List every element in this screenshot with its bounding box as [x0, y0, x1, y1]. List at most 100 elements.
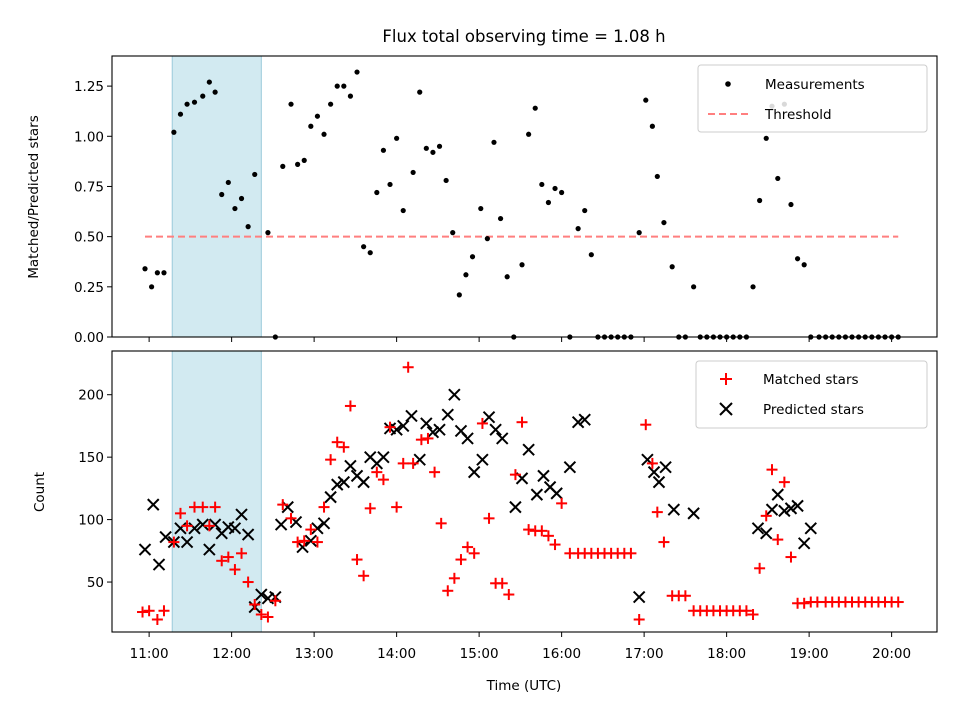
top-panel: Flux total observing time = 1.08 h 0.000… — [26, 27, 938, 346]
bottom-x-tick-label: 14:00 — [377, 646, 416, 662]
top-highlight-span — [171, 55, 262, 338]
measurement-point — [582, 207, 588, 214]
predicted-star-point — [337, 475, 351, 489]
predicted-star-point — [397, 419, 410, 433]
legend-measurements-label: Measurements — [765, 77, 865, 93]
top-y-ticks: 0.00 0.25 0.50 0.75 1.00 1.25 — [74, 79, 112, 346]
matched-star-point — [760, 510, 772, 522]
bottom-x-axis-label: Time (UTC) — [486, 678, 562, 694]
matched-star-point — [549, 539, 561, 551]
matched-star-point — [229, 564, 241, 576]
matched-star-point — [625, 547, 637, 559]
predicted-star-point — [188, 522, 201, 535]
measurement-point — [456, 292, 462, 298]
predicted-star-point — [489, 423, 502, 436]
bottom-x-tick-label: 13:00 — [295, 646, 334, 662]
measurement-point — [380, 147, 387, 153]
measurement-point — [575, 226, 581, 232]
matched-star-point — [325, 454, 337, 466]
matched-star-point — [542, 530, 554, 542]
measurement-point — [288, 101, 294, 107]
matched-star-point — [197, 501, 209, 513]
predicted-star-point — [550, 487, 563, 500]
matched-star-point — [305, 524, 317, 536]
measurement-point — [484, 236, 490, 242]
matched-star-point — [277, 499, 289, 511]
predicted-star-point — [760, 527, 773, 540]
matched-star-point — [151, 614, 163, 626]
measurement-point — [334, 83, 340, 89]
predicted-star-point — [274, 518, 288, 531]
predicted-star-point — [405, 409, 418, 423]
measurement-point — [314, 113, 321, 119]
measurement-point — [588, 252, 594, 258]
predicted-star-point — [441, 408, 454, 421]
predicted-star-point — [147, 498, 160, 511]
bottom-x-tick-label: 19:00 — [790, 646, 829, 662]
matched-star-point — [407, 457, 419, 469]
matched-star-point — [358, 570, 370, 582]
measurement-point — [367, 250, 373, 256]
matched-star-point — [318, 501, 330, 513]
matched-star-point — [658, 536, 670, 548]
predicted-star-point — [203, 543, 216, 556]
measurement-point — [206, 79, 212, 85]
matched-star-point — [143, 605, 155, 617]
measurement-point — [394, 135, 400, 141]
predicted-star-point — [659, 460, 672, 474]
legend-predicted-label: Predicted stars — [763, 402, 864, 418]
measurement-point — [295, 161, 301, 167]
predicted-star-point — [390, 423, 403, 436]
matched-star-point — [754, 562, 766, 574]
predicted-star-point — [687, 507, 700, 520]
measurement-point — [801, 262, 807, 268]
matched-star-point — [640, 419, 652, 431]
legend-measurements-marker — [725, 81, 731, 87]
measurement-point — [245, 224, 251, 230]
measurement-point — [430, 149, 436, 155]
top-y-tick-label: 0.75 — [74, 179, 104, 195]
bottom-y-ticks: 50 100 150 200 — [78, 388, 112, 591]
measurement-point — [321, 131, 327, 137]
measurement-point — [252, 171, 258, 178]
bottom-y-axis-label: Count — [32, 472, 48, 512]
matched-star-point — [422, 432, 434, 444]
matched-star-point — [448, 572, 460, 584]
measurement-point — [763, 135, 769, 141]
predicted-star-point — [765, 503, 779, 516]
measurement-point — [436, 143, 443, 149]
matched-star-point — [785, 551, 797, 563]
matched-star-point — [509, 469, 521, 481]
matched-star-point — [435, 517, 447, 529]
matched-star-point — [523, 524, 535, 536]
top-legend: Measurements Threshold — [697, 64, 928, 133]
bottom-x-tick-label: 17:00 — [625, 646, 664, 662]
matched-star-point — [209, 501, 221, 513]
matched-star-point — [747, 609, 759, 621]
top-y-axis-label: Matched/Predicted stars — [26, 115, 42, 278]
bottom-legend: Matched stars Predicted stars — [695, 360, 928, 429]
measurement-point — [417, 89, 423, 95]
measurement-point — [491, 139, 497, 145]
matched-star-point — [476, 417, 488, 429]
measurement-point — [308, 123, 314, 129]
matched-star-point — [249, 599, 261, 611]
matched-star-point — [255, 609, 267, 621]
bottom-x-ticks: 11:00 12:00 13:00 14:00 15:00 16:00 17:00 18:00… — [130, 632, 911, 662]
matched-star-point — [483, 512, 495, 524]
measurement-point — [142, 266, 148, 272]
matched-star-point — [391, 501, 403, 513]
top-y-tick-label: 0.25 — [74, 280, 104, 296]
bottom-x-tick-label: 16:00 — [542, 646, 581, 662]
matched-star-point — [646, 457, 658, 469]
measurement-point — [504, 274, 510, 280]
matched-star-point — [536, 525, 548, 537]
predicted-star-point — [324, 490, 337, 504]
matched-star-point — [402, 361, 414, 373]
measurement-point — [374, 189, 380, 196]
measurement-point — [519, 262, 525, 268]
measurement-point — [559, 189, 565, 196]
legend-threshold-label: Threshold — [764, 107, 832, 123]
matched-star-point — [651, 506, 663, 518]
predicted-star-point — [196, 518, 209, 531]
